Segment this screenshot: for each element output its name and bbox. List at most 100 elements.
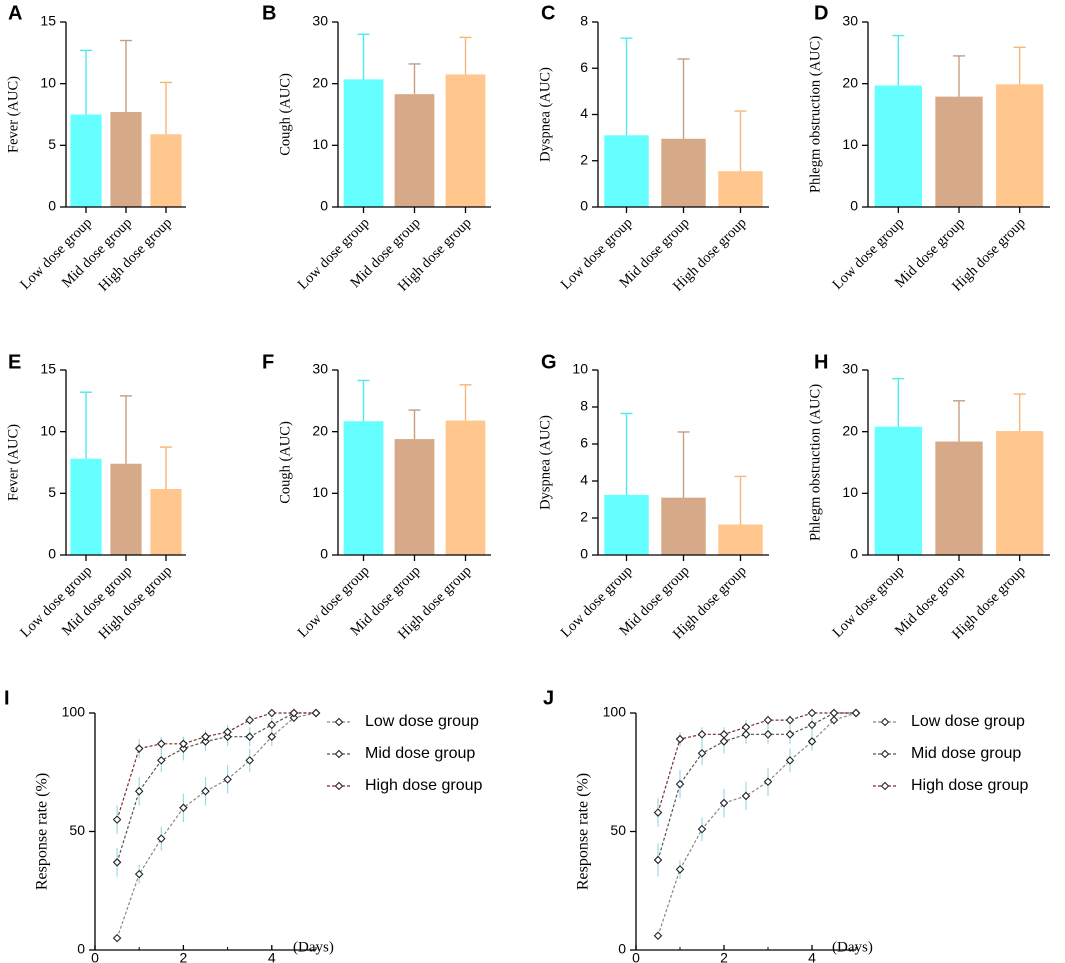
y-tick-label: 15 (40, 13, 56, 29)
point-low (267, 732, 277, 741)
point-high (807, 708, 817, 718)
point-low (807, 737, 817, 746)
bar-low (604, 135, 649, 207)
point-high (741, 722, 751, 732)
point-mid (134, 786, 144, 796)
y-tick-label: 2 (580, 151, 588, 167)
legend-marker-high (880, 781, 890, 791)
bar-mid (110, 463, 142, 555)
y-tick-label: 30 (842, 361, 858, 377)
point-high (311, 708, 321, 718)
series-line-low (116, 712, 317, 939)
point-high (245, 715, 254, 725)
point-low (201, 786, 210, 796)
point-low (763, 777, 773, 787)
bar-mid (394, 94, 435, 207)
point-mid (785, 730, 795, 739)
panel-label: G (541, 351, 557, 373)
point-high (653, 808, 663, 817)
y-tick-label: 8 (580, 398, 588, 414)
point-high (267, 708, 277, 718)
x-tick-label: 0 (632, 949, 640, 963)
y-axis-label: Dyspnea (AUC) (537, 415, 553, 510)
point-high (675, 734, 685, 744)
point-high (851, 708, 861, 718)
series-line-high (657, 712, 856, 813)
bar-high (718, 171, 763, 207)
bar-mid (661, 497, 706, 555)
y-tick-label: 10 (312, 484, 328, 500)
series-line-mid (116, 712, 316, 863)
point-high (719, 730, 729, 739)
point-low (741, 791, 751, 801)
bar-mid (661, 138, 706, 207)
panel-label: I (4, 687, 10, 709)
panel-label: J (543, 687, 554, 709)
y-tick-label: 10 (572, 361, 588, 377)
bar-low (874, 85, 922, 207)
legend-label-high: High dose group (911, 777, 1029, 794)
point-high (201, 732, 210, 741)
point-mid (741, 730, 751, 739)
y-tick-label: 30 (842, 13, 858, 29)
y-tick-label: 0 (320, 546, 328, 562)
y-tick-label: 50 (69, 822, 85, 838)
y-axis-label: Phlegm obstruction (AUC) (807, 384, 823, 541)
panel-label: B (262, 2, 276, 24)
bar-mid (935, 441, 983, 555)
bar-mid (935, 96, 983, 207)
y-tick-label: 100 (62, 704, 86, 720)
point-low (829, 715, 839, 725)
category-label-high: High dose group (96, 215, 176, 295)
point-low (675, 865, 685, 874)
y-tick-label: 8 (580, 13, 588, 29)
point-high (223, 727, 232, 737)
point-mid (719, 737, 729, 746)
y-tick-label: 0 (850, 198, 858, 214)
legend-label-mid: Mid dose group (365, 745, 475, 762)
bar-high (996, 431, 1044, 555)
y-tick-label: 0 (580, 198, 588, 214)
bar-high (996, 84, 1044, 207)
point-high (763, 715, 773, 725)
point-mid (807, 720, 817, 730)
category-label-low: Low dose group (17, 563, 95, 641)
bar-low (343, 79, 384, 207)
y-tick-label: 4 (580, 105, 588, 121)
point-low (719, 798, 729, 808)
point-low (697, 824, 707, 834)
point-low (179, 803, 188, 813)
y-tick-label: 100 (603, 704, 627, 720)
point-high (179, 739, 188, 749)
point-high (112, 815, 122, 824)
line-chart-j: J 0 50 100 0 2 4 (Days) Response rate (%) Low dos… (543, 687, 1029, 963)
y-tick-label: 10 (312, 136, 328, 152)
bar-low (70, 114, 102, 207)
x-tick-label: 4 (808, 949, 816, 963)
legend-marker-low (880, 717, 890, 727)
point-high (785, 715, 795, 725)
x-tick-label: 2 (180, 949, 188, 963)
bar-low (343, 421, 384, 555)
y-tick-label: 20 (842, 74, 858, 90)
point-low (112, 933, 122, 943)
point-mid (157, 756, 166, 765)
legend-label-mid: Mid dose group (911, 745, 1021, 762)
y-axis-label: Cough (AUC) (277, 73, 293, 156)
line-chart-i: I 0 50 100 0 2 4 (Days) Response rate (%) Low dos… (4, 687, 483, 963)
x-axis-label: (Days) (832, 939, 873, 955)
y-tick-label: 30 (312, 361, 328, 377)
point-high (289, 708, 299, 718)
x-axis-label: (Days) (293, 939, 334, 955)
legend-marker-mid (334, 749, 344, 759)
bar-low (874, 426, 922, 555)
panel-label: C (541, 2, 555, 24)
y-tick-label: 0 (77, 941, 85, 957)
legend-label-low: Low dose group (911, 713, 1025, 730)
